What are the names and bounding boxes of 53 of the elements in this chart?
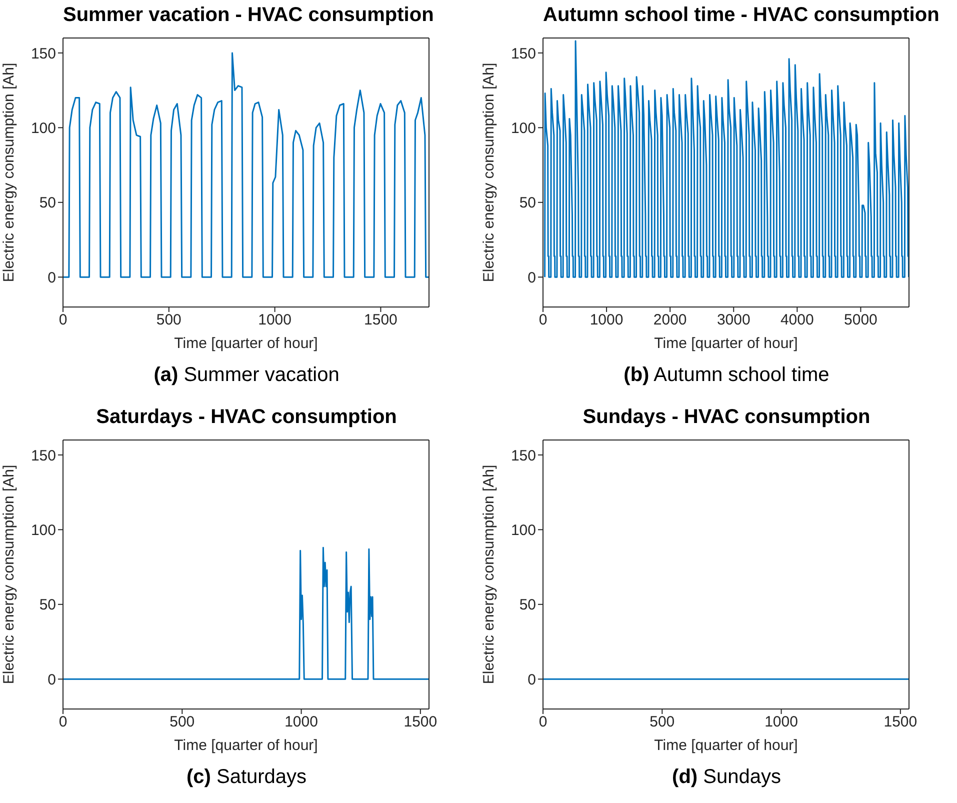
y-tick-label: 0	[528, 269, 536, 286]
line-series	[63, 52, 429, 278]
x-axis-title: Time [quarter of hour]	[654, 736, 798, 754]
x-tick-label: 4000	[780, 312, 814, 329]
y-tick-label: 50	[519, 596, 536, 614]
x-tick-label: 1000	[258, 312, 292, 329]
y-tick-label: 100	[30, 120, 56, 137]
x-tick-label: 5000	[844, 312, 878, 329]
x-tick-label: 0	[538, 312, 548, 329]
text: (b) Autumn school time	[622, 364, 830, 387]
x-tick-label: 1000	[764, 713, 798, 730]
y-tick-label: 50	[39, 194, 56, 212]
y-tick-label: 50	[39, 596, 56, 614]
x-tick-label: 0	[58, 312, 68, 329]
chart-title: Summer vacation - HVAC consumption	[63, 3, 434, 28]
x-axis-title: Time [quarter of hour]	[174, 335, 318, 352]
chart-title: Autumn school time - HVAC consumption	[543, 3, 940, 28]
y-axis-title: Electric energy consumption [Ah]	[0, 62, 18, 282]
y-axis-title: Electric energy consumption [Ah]	[0, 464, 18, 684]
x-tick-label: 500	[650, 713, 675, 730]
x-tick-label: 1500	[884, 713, 918, 730]
x-tick-label: 1000	[284, 713, 318, 730]
y-tick-label: 50	[519, 194, 536, 212]
text: (d) Sundays	[671, 766, 782, 788]
y-axis-title: Electric energy consumption [Ah]	[480, 464, 498, 684]
y-tick-label: 150	[510, 446, 536, 464]
x-tick-label: 500	[156, 312, 182, 329]
x-tick-label: 2000	[653, 312, 687, 329]
y-tick-label: 150	[30, 45, 56, 62]
text: (c) Saturdays	[185, 766, 308, 788]
chart-title: Sundays - HVAC consumption	[582, 404, 872, 430]
y-tick-label: 150	[510, 45, 536, 62]
line-series	[544, 40, 909, 278]
x-tick-label: 3000	[716, 312, 750, 329]
y-tick-label: 100	[510, 120, 536, 137]
y-tick-label: 150	[30, 446, 56, 464]
y-tick-label: 100	[30, 521, 56, 538]
x-axis-title: Time [quarter of hour]	[654, 335, 798, 352]
y-tick-label: 100	[510, 521, 536, 538]
line-series	[63, 546, 429, 680]
x-tick-label: 500	[170, 713, 195, 730]
x-tick-label: 1500	[404, 713, 438, 730]
y-tick-label: 0	[48, 269, 56, 286]
text: (a) Summer vacation	[152, 364, 340, 387]
x-axis-title: Time [quarter of hour]	[174, 736, 318, 754]
chart-title: Saturdays - HVAC consumption	[95, 404, 398, 430]
x-tick-label: 0	[58, 713, 68, 730]
y-tick-label: 0	[48, 670, 56, 688]
y-axis-title: Electric energy consumption [Ah]	[480, 62, 498, 282]
x-tick-label: 1500	[364, 312, 398, 329]
x-tick-label: 0	[538, 713, 548, 730]
y-tick-label: 0	[528, 670, 536, 688]
x-tick-label: 1000	[590, 312, 624, 329]
